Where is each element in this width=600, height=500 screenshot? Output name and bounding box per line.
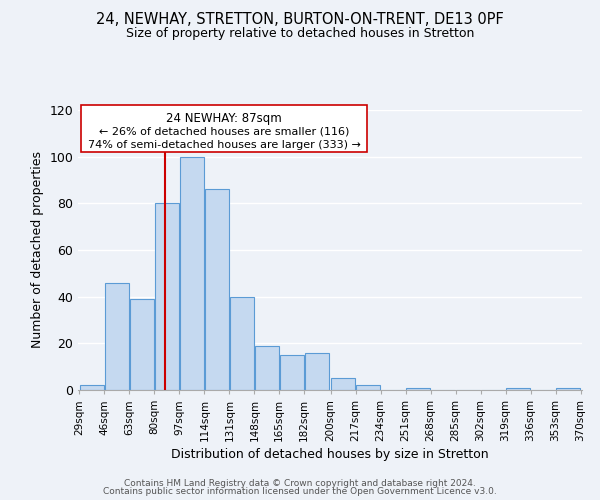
Bar bbox=[155, 204, 179, 390]
Text: Size of property relative to detached houses in Stretton: Size of property relative to detached ho… bbox=[126, 28, 474, 40]
Bar bbox=[280, 355, 304, 390]
Bar bbox=[506, 388, 530, 390]
Bar bbox=[356, 386, 380, 390]
Text: 74% of semi-detached houses are larger (333) →: 74% of semi-detached houses are larger (… bbox=[88, 140, 361, 150]
Y-axis label: Number of detached properties: Number of detached properties bbox=[31, 152, 44, 348]
Text: Contains public sector information licensed under the Open Government Licence v3: Contains public sector information licen… bbox=[103, 487, 497, 496]
Bar bbox=[105, 282, 129, 390]
Bar bbox=[406, 388, 430, 390]
FancyBboxPatch shape bbox=[81, 106, 367, 152]
Text: ← 26% of detached houses are smaller (116): ← 26% of detached houses are smaller (11… bbox=[99, 126, 349, 136]
Bar bbox=[230, 296, 254, 390]
Bar bbox=[255, 346, 279, 390]
Bar bbox=[331, 378, 355, 390]
X-axis label: Distribution of detached houses by size in Stretton: Distribution of detached houses by size … bbox=[171, 448, 489, 461]
Bar bbox=[205, 190, 229, 390]
Text: 24 NEWHAY: 87sqm: 24 NEWHAY: 87sqm bbox=[166, 112, 282, 125]
Bar bbox=[305, 352, 329, 390]
Text: 24, NEWHAY, STRETTON, BURTON-ON-TRENT, DE13 0PF: 24, NEWHAY, STRETTON, BURTON-ON-TRENT, D… bbox=[96, 12, 504, 28]
Bar bbox=[130, 299, 154, 390]
Bar bbox=[556, 388, 580, 390]
Text: Contains HM Land Registry data © Crown copyright and database right 2024.: Contains HM Land Registry data © Crown c… bbox=[124, 478, 476, 488]
Bar bbox=[180, 156, 204, 390]
Bar bbox=[80, 386, 104, 390]
